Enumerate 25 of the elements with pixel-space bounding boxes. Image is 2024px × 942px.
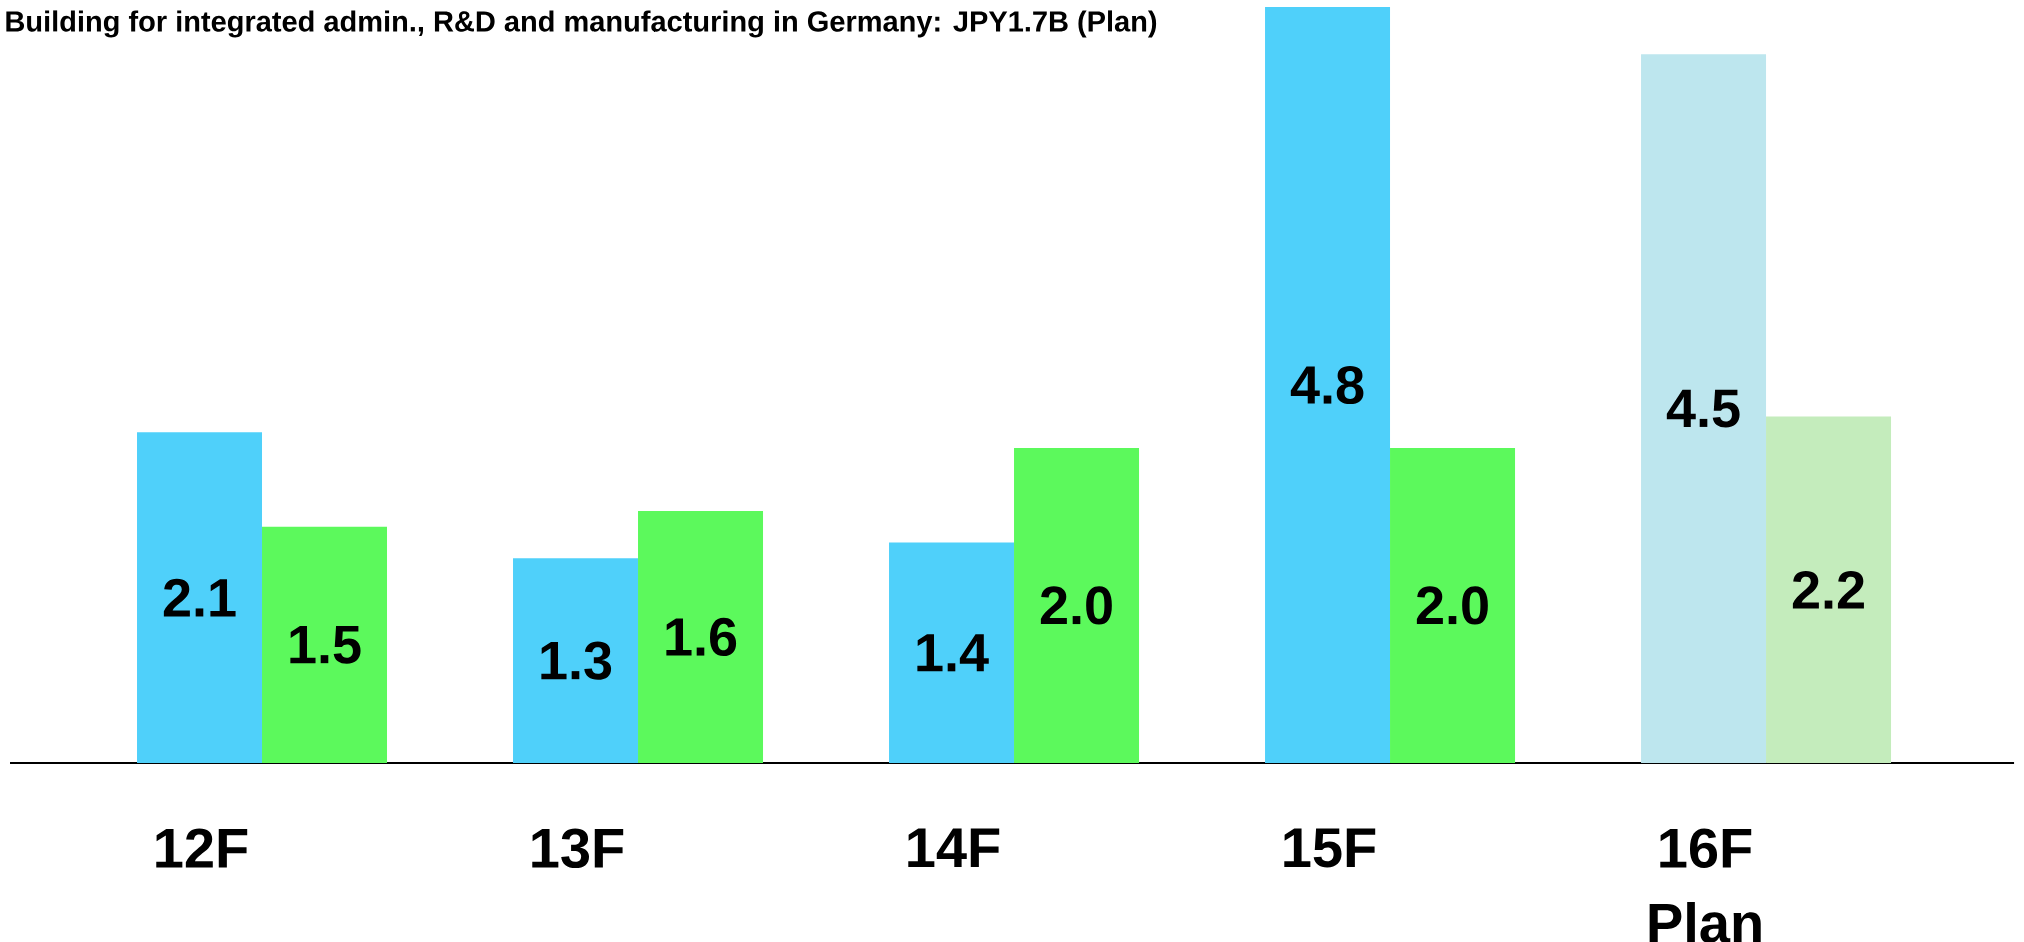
bar	[1641, 54, 1767, 763]
bar	[1390, 447, 1516, 763]
data-label: 1.4	[917, 634, 989, 672]
data-label: 2.0	[1416, 586, 1488, 625]
x-tick-label: 15F	[1284, 828, 1376, 868]
bar	[1014, 447, 1140, 763]
bar	[262, 526, 388, 763]
data-label: 1.6	[666, 617, 737, 657]
x-tick-label: 13F	[532, 828, 624, 869]
bar	[137, 432, 263, 763]
data-label: 2.0	[1040, 586, 1112, 625]
data-label: 4.8	[1290, 365, 1364, 405]
x-tick-label: 14F	[908, 828, 1000, 867]
bar	[638, 510, 764, 763]
x-tick-label: 12F	[156, 828, 248, 868]
data-label: 1.3	[541, 641, 612, 680]
data-label: 4.5	[1666, 389, 1740, 428]
bar	[1265, 6, 1391, 763]
bar	[889, 542, 1015, 763]
bar	[513, 558, 639, 763]
data-label: 1.5	[290, 626, 361, 664]
bar	[1766, 416, 1892, 763]
data-label: 2.2	[1792, 570, 1864, 609]
data-label: 2.1	[163, 578, 236, 617]
annotation: Building for integrated admin., R&D and manufacturing in Germany: JPY1.7B (Plan)	[6, 10, 1157, 38]
